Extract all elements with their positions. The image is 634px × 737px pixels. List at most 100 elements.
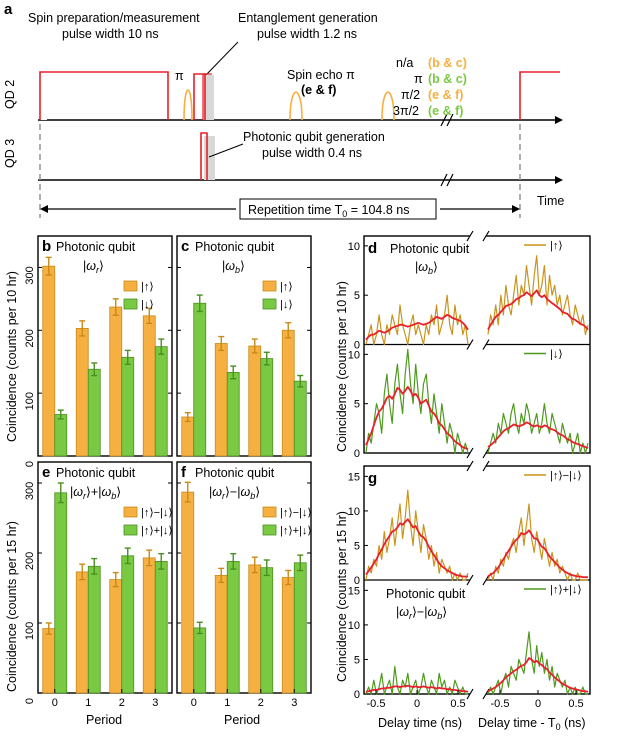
- ylabel-bottom-right: Coincidence (counts per 15 hr): [335, 511, 349, 682]
- xlabel-delay-t0-unit: (ns): [561, 716, 586, 730]
- xtick-label: 2: [258, 697, 264, 709]
- bar-c-s0-c2: [248, 345, 262, 457]
- fit-trace-right-g0: [487, 529, 588, 579]
- ket-part-2: r: [83, 491, 87, 501]
- axis-break-mark: [482, 230, 490, 242]
- bar-c-s0-c3: [281, 329, 295, 457]
- spin-echo-line2: (e & f): [301, 83, 336, 97]
- xlabel-delay-t0-sub: 0: [556, 722, 561, 732]
- axis-break-mark: [466, 460, 474, 472]
- legend-text-c-1: |↓⟩: [280, 299, 293, 311]
- ytick-label: 200: [24, 329, 36, 347]
- qd3-break-right: [446, 173, 454, 187]
- xtick-label: 0: [535, 698, 541, 710]
- bar-e-s1-c0: [54, 492, 68, 694]
- ytick-label: 10: [348, 506, 360, 518]
- legend-text-d1: |↓⟩: [550, 349, 563, 361]
- ket-part-7: b: [437, 611, 442, 621]
- panel-g: 0 5 10 15 |↑⟩−|↓⟩ 0 5 10 15 |↑⟩+|↓⟩ g Photonic qubi…: [348, 460, 591, 710]
- ket-part-2: r: [222, 491, 226, 501]
- legend-swatch-c-0: [262, 280, 277, 292]
- legend-panels-0: (b & c): [428, 56, 467, 70]
- bar-b-s0-c2: [109, 306, 123, 457]
- ket-part-7: b: [111, 491, 116, 501]
- qd3-break-left: [440, 173, 448, 187]
- legend-panels-3: (e & f): [428, 104, 463, 118]
- xtick-label: 0: [191, 697, 197, 709]
- legend-text-e-1: |↑⟩+|↓⟩: [141, 525, 173, 537]
- panel-e-letter: e: [42, 464, 50, 481]
- axis-break-mark: [482, 447, 490, 459]
- ytick-label: 0: [354, 448, 360, 460]
- ket-sub: r: [96, 265, 100, 275]
- repetition-main: Repetition time T: [248, 203, 343, 217]
- xtick-label: 0: [414, 698, 420, 710]
- legend-text-b-0: |↑⟩: [141, 281, 154, 293]
- ket-part-5: |: [237, 485, 240, 499]
- legend-angle-3: 3π/2: [393, 104, 419, 118]
- qd2-break-right: [446, 113, 454, 127]
- bar-b-s0-c1: [75, 327, 89, 457]
- qd2-pi-pulse: [183, 89, 193, 121]
- panel-b-letter: b: [42, 238, 51, 255]
- ket-open: |: [222, 259, 225, 273]
- xtick-label: 3: [152, 697, 158, 709]
- bar-f-s1-c3: [293, 562, 307, 694]
- xlabel-delay-t0-main: Delay time - T: [478, 716, 556, 730]
- xtick-label: 2: [119, 697, 125, 709]
- bar-e-s1-c1: [87, 565, 101, 694]
- bar-c-s0-c0: [181, 416, 195, 457]
- ket-part-8: ⟩: [442, 605, 447, 619]
- axis-break-mark: [482, 339, 490, 350]
- ket-part-0: |: [415, 260, 418, 274]
- panel-d: 0 5 10 |↑⟩ 0 5 10 |↓⟩ d Photonic qubit |ωb⟩: [348, 230, 591, 460]
- repetition-box: [239, 198, 437, 220]
- panel-b-title: Photonic qubit: [56, 240, 136, 254]
- bar-b-s1-c0: [54, 414, 68, 457]
- ket-part-3: ⟩: [412, 605, 417, 619]
- legend-angle-2: π/2: [401, 88, 420, 102]
- ket-part-2: b: [428, 266, 433, 276]
- ytick-label: 300: [24, 266, 36, 284]
- photon-gen-line2: pulse width 0.4 ns: [262, 146, 362, 160]
- xlabel-delay-t0: Delay time - T0 (ns): [478, 716, 586, 732]
- ket-part-6: ω: [427, 605, 437, 619]
- xlabel-period-f: Period: [224, 713, 260, 727]
- ket-part-2: r: [409, 611, 413, 621]
- qd2-measure-pulse: [381, 91, 395, 121]
- legend-swatch-f-0: [262, 506, 277, 518]
- xlabel-period-e: Period: [86, 713, 122, 727]
- axis-break-mark: [466, 688, 474, 700]
- ket-part-4: −: [417, 605, 424, 619]
- fit-trace-left-g1: [365, 684, 469, 693]
- spin-echo-pulse: [289, 91, 303, 121]
- xtick-label: -0.5: [491, 698, 510, 710]
- panel-a: a Spin preparation/measurement pulse wid…: [3, 1, 564, 220]
- qd3-label: QD 3: [3, 139, 17, 168]
- legend-swatch-b-0: [123, 280, 138, 292]
- bar-b-s1-c2: [121, 356, 135, 457]
- ket-part-1: ω: [399, 605, 409, 619]
- bar-f-s0-c1: [214, 575, 228, 694]
- ket-close: ⟩: [99, 259, 104, 273]
- ket-part-8: ⟩: [116, 485, 121, 499]
- legend-text-f-1: |↑⟩+|↓⟩: [280, 525, 312, 537]
- ket-part-7: b: [250, 491, 255, 501]
- ket-part-3: ⟩: [433, 260, 438, 274]
- qd2-gap: [40, 104, 47, 120]
- panel-g-title: Photonic qubit: [386, 587, 466, 601]
- ytick-label: 100: [24, 622, 36, 640]
- ytick-label: 0: [24, 698, 36, 704]
- panel-c: c Photonic qubit |ωb⟩ |↑⟩ |↓⟩: [176, 235, 312, 457]
- legend-swatch-c-1: [262, 298, 277, 310]
- xtick-label: 3: [291, 697, 297, 709]
- ket-part-6: ω: [240, 485, 250, 499]
- bar-f-s1-c2: [260, 567, 274, 694]
- bar-f-s1-c1: [226, 561, 240, 694]
- legend-text-b-1: |↓⟩: [141, 299, 154, 311]
- ylabel-top-right: Coincidence (counts per 10 hr): [335, 281, 349, 452]
- panel-c-ket: |ωb⟩: [222, 259, 245, 275]
- panel-c-letter: c: [181, 238, 189, 255]
- qd3-gray-window: [204, 136, 215, 180]
- xtick-label: 0.5: [450, 698, 465, 710]
